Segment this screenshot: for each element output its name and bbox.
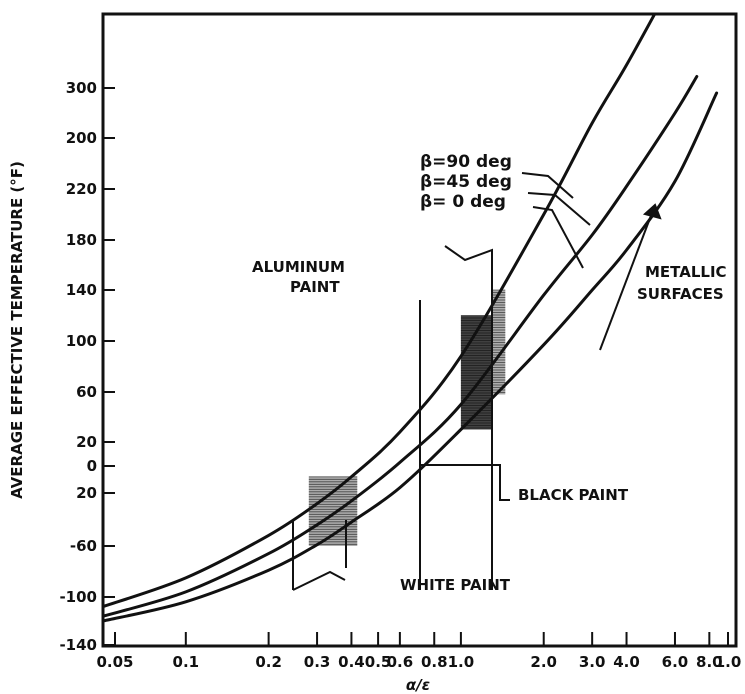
y-tick-label: 0 — [87, 457, 97, 475]
y-tick-label: 200 — [66, 129, 97, 147]
curve-beta-0 — [104, 91, 719, 623]
y-tick-label: -60 — [70, 537, 97, 555]
x-tick-label: 0.3 — [304, 653, 331, 671]
plot-frame — [101, 12, 738, 648]
y-tick-label: -140 — [59, 636, 97, 654]
x-tick-label: 6.0 — [662, 653, 689, 671]
y-axis-label: AVERAGE EFFECTIVE TEMPERATURE (°F) — [8, 161, 26, 499]
arrow-head-icon — [642, 203, 662, 220]
label-beta-0: β= 0 deg — [420, 192, 506, 212]
y-tick-label: 220 — [66, 180, 97, 198]
label-white-paint: WHITE PAINT — [400, 576, 511, 594]
label-surfaces: SURFACES — [637, 285, 724, 303]
y-tick-label: 180 — [66, 231, 97, 249]
y-tick-label: 60 — [76, 383, 97, 401]
y-tick-label: 20 — [76, 484, 97, 502]
metallic-arrow — [599, 204, 656, 351]
label-black-paint: BLACK PAINT — [518, 486, 629, 504]
x-tick-label: 1.0 — [715, 653, 742, 671]
x-tick-label: 2.0 — [530, 653, 557, 671]
x-tick-label: 3.0 — [579, 653, 606, 671]
y-tick-label: 20 — [76, 433, 97, 451]
y-tick-label: -100 — [59, 588, 97, 606]
curve-beta-90 — [104, 15, 656, 608]
x-tick-label: 1.0 — [448, 653, 475, 671]
y-tick-label: 140 — [66, 281, 97, 299]
leader-beta-0 — [532, 206, 584, 269]
white-paint-bracket — [292, 520, 347, 591]
x-axis-label: α/ε — [406, 676, 430, 694]
x-tick-label: 8.0 — [696, 653, 723, 671]
y-tick-label: 100 — [66, 332, 97, 350]
curve-beta-45 — [104, 75, 699, 618]
x-tick-label: 0.2 — [255, 653, 282, 671]
leader-beta-90 — [521, 172, 574, 199]
x-tick-label: 4.0 — [613, 653, 640, 671]
x-tick-label: 0.6 — [387, 653, 414, 671]
aluminum-paint-region — [492, 289, 506, 395]
x-tick-label: 0.05 — [96, 653, 133, 671]
label-beta-90: β=90 deg — [420, 152, 512, 172]
leader-beta-45 — [527, 192, 591, 226]
label-beta-45: β=45 deg — [420, 172, 512, 192]
label-aluminum: ALUMINUM — [252, 258, 345, 276]
y-tick-label: 300 — [66, 79, 97, 97]
x-tick-label: 0.8 — [421, 653, 448, 671]
x-tick-label: 0.4 — [338, 653, 365, 671]
label-aluminum-paint: PAINT — [290, 278, 340, 296]
x-tick-label: 0.1 — [173, 653, 200, 671]
black-paint-bracket — [419, 432, 510, 501]
x-tick-label: 0.5 — [365, 653, 392, 671]
label-metallic: METALLIC — [645, 263, 727, 281]
